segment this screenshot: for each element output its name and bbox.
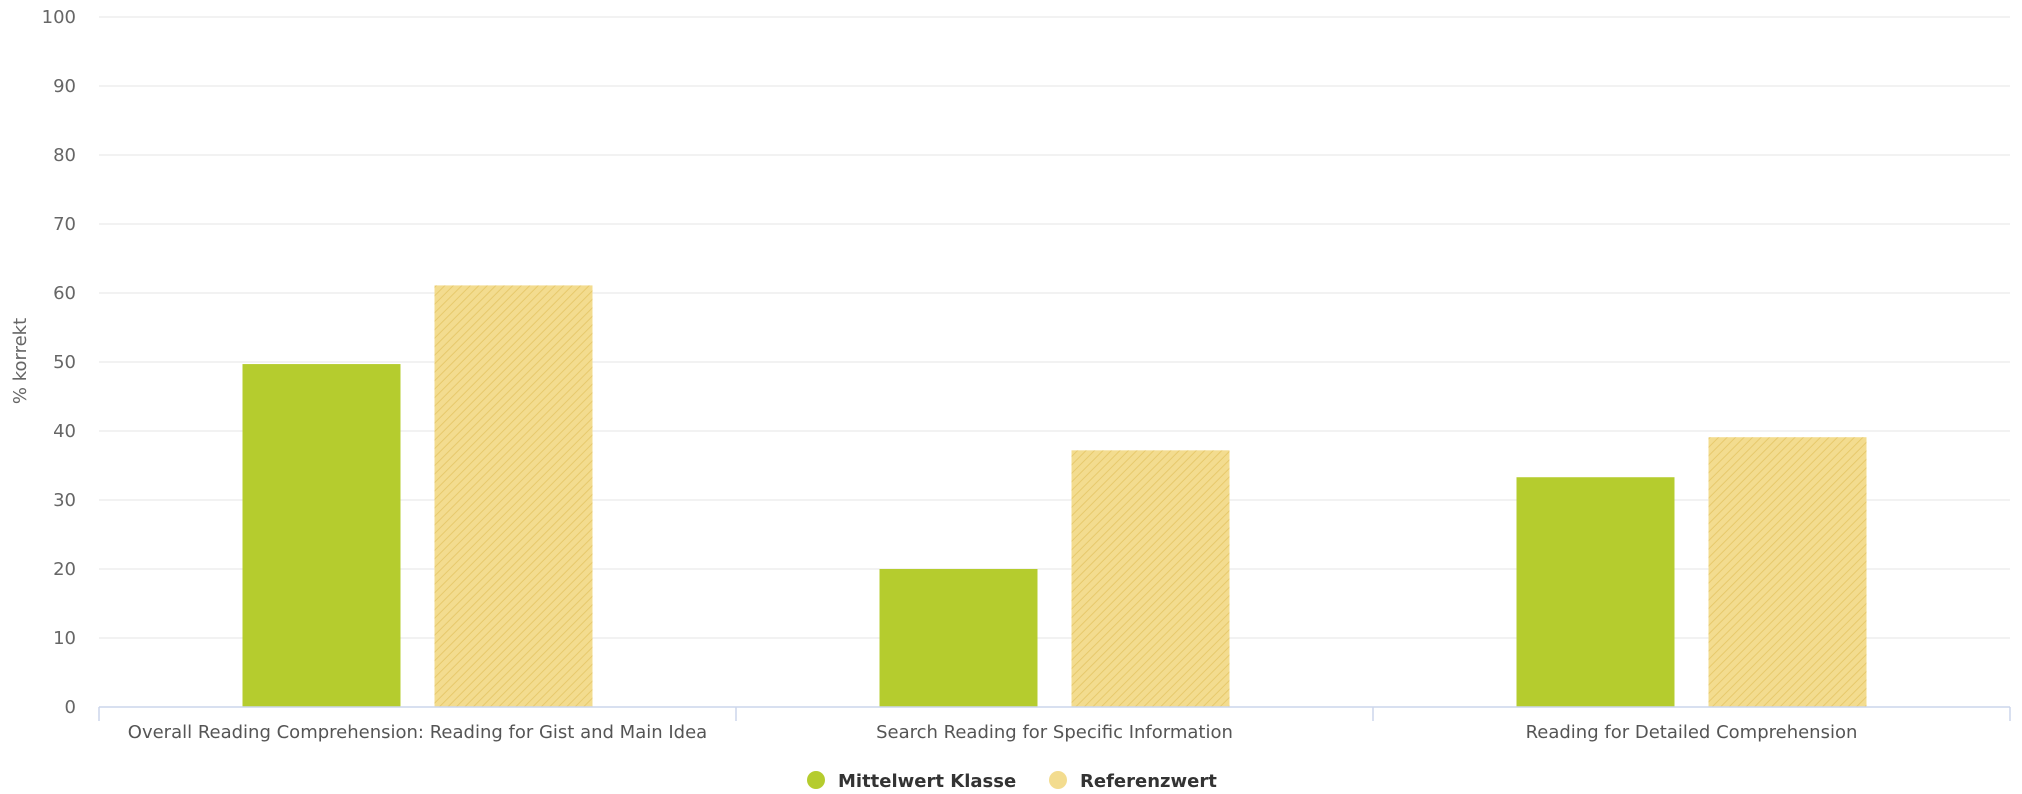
x-category-label: Search Reading for Specific Information xyxy=(876,722,1233,743)
x-category-label: Reading for Detailed Comprehension xyxy=(1526,722,1858,743)
y-tick-label: 40 xyxy=(53,421,76,442)
y-tick-label: 20 xyxy=(53,559,76,580)
legend-item-mittelwert-klasse[interactable]: Mittelwert Klasse xyxy=(807,771,1016,792)
legend-item-referenzwert[interactable]: Referenzwert xyxy=(1049,771,1217,792)
y-tick-label: 100 xyxy=(42,7,76,28)
y-tick-label: 80 xyxy=(53,145,76,166)
x-axis xyxy=(98,706,2011,721)
y-axis-title: % korrekt xyxy=(10,318,31,404)
y-tick-label: 90 xyxy=(53,76,76,97)
y-tick-label: 0 xyxy=(65,697,76,718)
y-tick-label: 10 xyxy=(53,628,76,649)
legend-label: Mittelwert Klasse xyxy=(838,771,1016,792)
category-labels: Overall Reading Comprehension: Reading f… xyxy=(128,722,1858,743)
y-tick-label: 30 xyxy=(53,490,76,511)
legend-label: Referenzwert xyxy=(1080,771,1217,792)
y-tick-label: 50 xyxy=(53,352,76,373)
bar-referenzwert[interactable] xyxy=(434,285,593,707)
legend-marker xyxy=(1049,771,1067,789)
bar-mittelwert-klasse[interactable] xyxy=(242,364,401,707)
bar-referenzwert[interactable] xyxy=(1071,450,1230,707)
legend: Mittelwert Klasse Referenzwert xyxy=(807,771,1217,792)
grid-lines xyxy=(99,16,2010,639)
bars xyxy=(242,285,1867,707)
x-category-label: Overall Reading Comprehension: Reading f… xyxy=(128,722,707,743)
y-axis-ticks: 0 10 20 30 40 50 60 70 80 90 100 xyxy=(42,7,76,718)
bar-mittelwert-klasse[interactable] xyxy=(879,569,1038,707)
y-tick-label: 60 xyxy=(53,283,76,304)
legend-marker xyxy=(807,771,825,789)
y-tick-label: 70 xyxy=(53,214,76,235)
bar-referenzwert[interactable] xyxy=(1708,437,1867,707)
bar-mittelwert-klasse[interactable] xyxy=(1516,477,1675,707)
